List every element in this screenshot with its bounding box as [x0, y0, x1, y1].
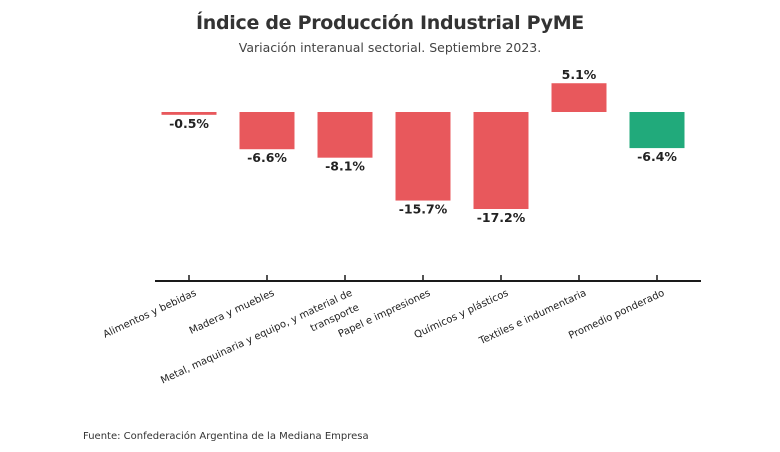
- bar: [629, 112, 685, 149]
- bar: [239, 112, 295, 150]
- bar: [161, 112, 217, 115]
- data-label: -8.1%: [325, 159, 365, 174]
- x-tick-label-line: Alimentos y bebidas: [102, 288, 199, 341]
- source-note: Fuente: Confederación Argentina de la Me…: [83, 431, 369, 442]
- data-label: -15.7%: [399, 202, 448, 217]
- bar: [473, 112, 529, 210]
- bar: [395, 112, 451, 201]
- bar: [317, 112, 373, 158]
- chart-title: Índice de Producción Industrial PyME: [196, 12, 584, 34]
- chart-subtitle: Variación interanual sectorial. Septiemb…: [238, 40, 542, 55]
- data-label: -17.2%: [477, 210, 526, 225]
- bar: [551, 83, 607, 112]
- data-label: -0.5%: [169, 116, 209, 131]
- x-tick-label: Alimentos y bebidas: [102, 288, 199, 341]
- data-label: -6.4%: [637, 149, 677, 164]
- data-label: -6.6%: [247, 150, 287, 165]
- data-label: 5.1%: [562, 67, 597, 82]
